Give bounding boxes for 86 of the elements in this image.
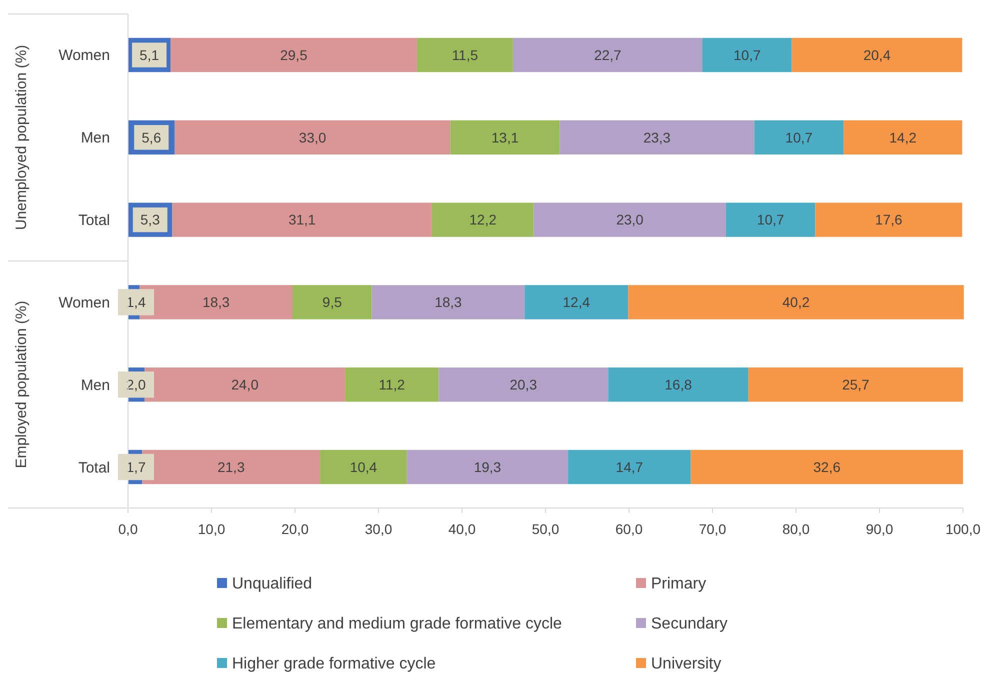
data-label: 12,2 (469, 212, 497, 228)
bar (372, 285, 525, 320)
data-label: 20,3 (510, 376, 538, 393)
data-label: 24,0 (231, 376, 259, 393)
legend-label: Primary (651, 576, 706, 593)
bar (438, 368, 608, 402)
data-label: 5,3 (140, 212, 160, 228)
data-label: 40,2 (782, 294, 810, 310)
y-tick-label: Men (80, 376, 110, 394)
legend-label: Secundary (651, 616, 728, 633)
data-label: 19,3 (474, 458, 502, 475)
x-tick-label: 20,0 (281, 521, 309, 538)
x-tick-label: 90,0 (866, 521, 894, 538)
x-tick-label: 100,0 (945, 521, 981, 538)
x-tick-label: 40,0 (448, 521, 476, 538)
data-label: 1,4 (126, 294, 146, 310)
bar (754, 120, 844, 154)
bar (726, 202, 816, 237)
data-label: 10,7 (756, 212, 784, 228)
data-label: 22,7 (594, 46, 622, 63)
data-label: 18,3 (202, 294, 230, 310)
bar (450, 120, 560, 154)
bar (702, 38, 792, 72)
x-tick-label: 30,0 (364, 521, 392, 538)
y-tick-label: Women (58, 294, 110, 312)
bar (174, 120, 450, 154)
bar (345, 368, 439, 402)
data-label: 17,6 (875, 212, 903, 228)
x-tick-label: 10,0 (198, 521, 226, 538)
x-tick-label: 60,0 (615, 521, 643, 538)
bar (560, 120, 754, 154)
bar (512, 38, 702, 72)
bar (628, 285, 964, 320)
data-label: 16,8 (664, 376, 692, 393)
data-label: 23,0 (616, 212, 644, 228)
y-tick-label: Total (78, 459, 110, 476)
x-tick-label: 0,0 (118, 521, 138, 538)
text: Employed population (%) (13, 300, 30, 468)
y-tick-label: Total (78, 212, 110, 230)
bar (432, 202, 534, 237)
legend-label: Unqualified (232, 576, 312, 593)
bar (568, 450, 691, 484)
bar (748, 368, 963, 402)
data-label: 10,7 (734, 46, 761, 63)
data-label: 20,4 (863, 46, 891, 63)
x-tick-label: 70,0 (698, 521, 726, 538)
x-tick-label: 50,0 (532, 521, 560, 538)
data-label: 10,7 (785, 129, 813, 146)
data-label: 21,3 (217, 458, 245, 475)
data-label: 31,1 (288, 212, 316, 228)
bar (172, 202, 432, 237)
data-label: 10,4 (350, 458, 378, 475)
data-label: 14,7 (616, 458, 644, 475)
data-label: 11,2 (378, 376, 406, 393)
bar (844, 120, 962, 154)
data-label: 14,2 (889, 129, 917, 146)
data-label: 25,7 (842, 376, 870, 393)
data-label: 33,0 (298, 129, 326, 146)
legend-label: University (651, 656, 722, 673)
data-label: 23,3 (643, 129, 671, 146)
x-tick-label: 80,0 (782, 521, 810, 538)
bar (292, 285, 372, 320)
legend-label: Higher grade formative cycle (232, 656, 436, 673)
bar (815, 202, 962, 237)
text: Unemployed population (%) (13, 44, 30, 230)
bar (416, 38, 513, 72)
bar (524, 285, 628, 320)
data-label: 18,3 (434, 294, 462, 310)
data-label: 5,6 (142, 129, 162, 146)
bar (608, 368, 748, 402)
data-label: 5,1 (140, 46, 160, 63)
bar (170, 38, 417, 72)
data-label: 29,5 (280, 46, 308, 63)
bar (792, 38, 962, 72)
y-tick-label: Women (58, 47, 110, 64)
bar (406, 450, 568, 484)
data-label: 12,4 (562, 294, 590, 310)
data-label: 11,5 (452, 46, 478, 63)
legend-label: Elementary and medium grade formative cycle (232, 616, 562, 633)
data-label: 9,5 (322, 294, 342, 310)
data-label: 32,6 (813, 458, 841, 475)
bar (320, 450, 407, 484)
bar (534, 202, 726, 237)
y-tick-label: Men (80, 130, 110, 147)
bar (690, 450, 963, 484)
data-label: 13,1 (491, 129, 519, 146)
